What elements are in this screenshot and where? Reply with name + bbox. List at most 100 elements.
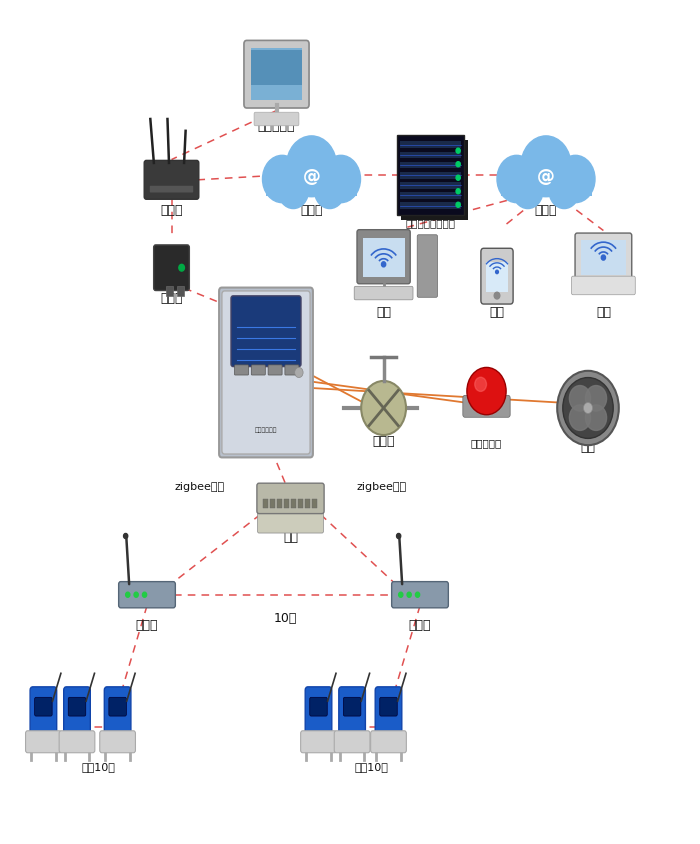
Circle shape	[314, 172, 345, 209]
FancyBboxPatch shape	[219, 288, 313, 457]
Text: 电磁阀: 电磁阀	[372, 435, 395, 447]
Circle shape	[456, 149, 461, 154]
Circle shape	[585, 386, 607, 412]
FancyBboxPatch shape	[257, 484, 324, 514]
Circle shape	[556, 156, 595, 203]
Text: 安帕尔网络服务器: 安帕尔网络服务器	[405, 218, 456, 228]
FancyBboxPatch shape	[402, 140, 468, 220]
Circle shape	[295, 368, 303, 378]
FancyBboxPatch shape	[375, 687, 402, 738]
Text: 网关: 网关	[283, 530, 298, 543]
FancyBboxPatch shape	[251, 365, 265, 376]
Circle shape	[179, 265, 185, 272]
Circle shape	[563, 378, 613, 439]
Text: 互联网: 互联网	[300, 204, 323, 217]
Circle shape	[134, 592, 139, 598]
Circle shape	[321, 156, 360, 203]
FancyBboxPatch shape	[244, 41, 309, 109]
FancyBboxPatch shape	[166, 287, 173, 297]
FancyBboxPatch shape	[400, 192, 461, 199]
FancyBboxPatch shape	[500, 176, 592, 197]
Circle shape	[585, 405, 607, 431]
FancyBboxPatch shape	[251, 49, 302, 101]
Text: 互联网: 互联网	[535, 204, 557, 217]
FancyBboxPatch shape	[268, 365, 282, 376]
Circle shape	[396, 533, 400, 539]
FancyBboxPatch shape	[309, 697, 328, 717]
FancyBboxPatch shape	[301, 731, 336, 753]
FancyBboxPatch shape	[463, 396, 510, 418]
Circle shape	[494, 293, 500, 300]
Circle shape	[521, 137, 571, 197]
Text: 声光报警器: 声光报警器	[471, 437, 502, 447]
FancyBboxPatch shape	[400, 162, 461, 169]
Circle shape	[456, 203, 461, 208]
FancyBboxPatch shape	[69, 697, 85, 717]
Text: 电脑: 电脑	[376, 306, 391, 318]
FancyBboxPatch shape	[231, 296, 301, 367]
FancyBboxPatch shape	[398, 135, 463, 215]
Text: 风机: 风机	[580, 441, 596, 453]
Circle shape	[262, 156, 302, 203]
Text: 可接10台: 可接10台	[81, 761, 115, 771]
Text: 单机版电脑: 单机版电脑	[258, 120, 295, 133]
FancyBboxPatch shape	[339, 687, 365, 738]
FancyBboxPatch shape	[380, 697, 398, 717]
Text: @: @	[302, 168, 321, 187]
FancyBboxPatch shape	[25, 731, 62, 753]
FancyBboxPatch shape	[263, 500, 268, 508]
Circle shape	[456, 162, 461, 167]
FancyBboxPatch shape	[266, 176, 357, 197]
Text: @: @	[537, 168, 555, 187]
FancyBboxPatch shape	[581, 241, 626, 276]
FancyBboxPatch shape	[150, 187, 193, 193]
Circle shape	[399, 592, 403, 598]
Circle shape	[143, 592, 146, 598]
Circle shape	[382, 262, 386, 268]
Circle shape	[467, 368, 506, 415]
Text: 终端: 终端	[596, 306, 611, 318]
Text: zigbee信号: zigbee信号	[174, 481, 225, 491]
FancyBboxPatch shape	[575, 234, 631, 283]
Circle shape	[497, 156, 536, 203]
FancyBboxPatch shape	[104, 687, 131, 738]
Text: 手机: 手机	[489, 306, 505, 318]
FancyBboxPatch shape	[144, 161, 199, 200]
Circle shape	[569, 405, 591, 431]
FancyBboxPatch shape	[64, 687, 90, 738]
FancyBboxPatch shape	[222, 291, 310, 454]
FancyBboxPatch shape	[400, 182, 461, 189]
Circle shape	[278, 172, 309, 209]
FancyBboxPatch shape	[109, 697, 126, 717]
FancyBboxPatch shape	[417, 235, 438, 298]
FancyBboxPatch shape	[234, 365, 248, 376]
Circle shape	[123, 533, 128, 539]
FancyBboxPatch shape	[118, 582, 175, 608]
FancyBboxPatch shape	[400, 142, 461, 149]
FancyBboxPatch shape	[59, 731, 94, 753]
Circle shape	[569, 386, 591, 412]
FancyBboxPatch shape	[335, 731, 370, 753]
FancyBboxPatch shape	[354, 287, 413, 300]
FancyBboxPatch shape	[305, 500, 310, 508]
Circle shape	[361, 381, 406, 436]
Circle shape	[601, 256, 606, 261]
Text: 转换器: 转换器	[160, 291, 183, 304]
Text: 中继器: 中继器	[409, 618, 431, 630]
FancyBboxPatch shape	[30, 687, 57, 738]
FancyBboxPatch shape	[285, 365, 299, 376]
Circle shape	[286, 137, 337, 197]
FancyBboxPatch shape	[34, 697, 52, 717]
FancyBboxPatch shape	[363, 239, 405, 278]
FancyBboxPatch shape	[371, 731, 407, 753]
Circle shape	[549, 172, 580, 209]
FancyBboxPatch shape	[400, 152, 461, 159]
Text: 路由器: 路由器	[160, 204, 183, 217]
FancyBboxPatch shape	[254, 113, 299, 127]
FancyBboxPatch shape	[400, 172, 461, 179]
Circle shape	[456, 189, 461, 194]
FancyBboxPatch shape	[258, 510, 323, 533]
Text: 报警控制主机: 报警控制主机	[255, 427, 277, 433]
FancyBboxPatch shape	[571, 277, 636, 295]
FancyBboxPatch shape	[291, 500, 296, 508]
